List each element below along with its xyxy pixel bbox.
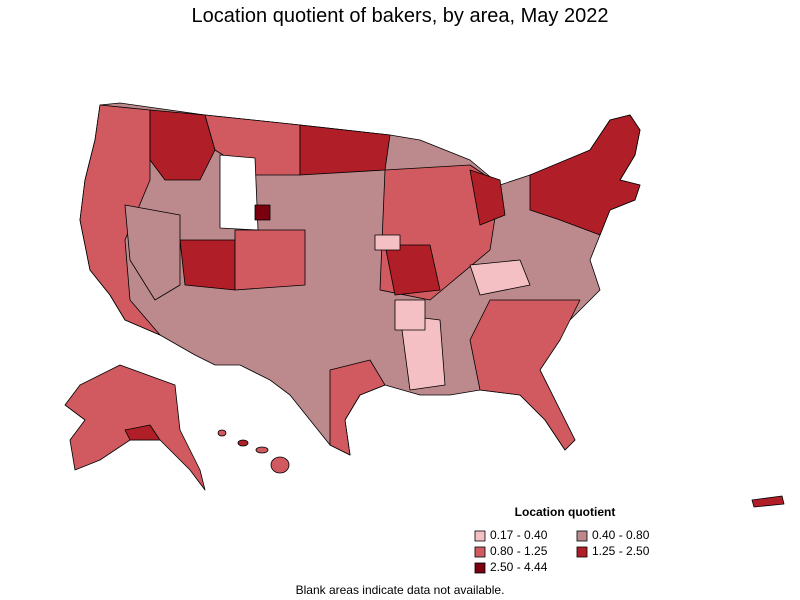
legend-swatch	[474, 546, 486, 558]
region-missouri	[384, 244, 441, 296]
region-kentucky	[469, 259, 531, 296]
legend-label: 0.40 - 0.80	[592, 528, 650, 542]
region-west-coast	[79, 104, 161, 336]
legend-title: Location quotient	[515, 505, 616, 519]
alaska	[64, 364, 206, 491]
hawaii-kauai	[217, 429, 227, 437]
hawaii-island	[270, 456, 290, 474]
legend-label: 0.17 - 0.40	[490, 528, 548, 542]
legend-label: 1.25 - 2.50	[592, 544, 650, 558]
region-utah	[179, 239, 236, 291]
region-wyoming-high	[254, 204, 271, 221]
legend-swatch	[576, 530, 588, 542]
puerto-rico	[751, 495, 785, 508]
region-mississippi	[399, 314, 446, 391]
region-northeast	[529, 114, 641, 236]
legend-label: 0.80 - 1.25	[490, 544, 548, 558]
region-montana	[204, 114, 301, 176]
region-colorado	[234, 229, 306, 291]
map-title: Location quotient of bakers, by area, Ma…	[192, 5, 609, 27]
region-arkansas-light	[394, 299, 426, 331]
footnote: Blank areas indicate data not available.	[296, 583, 505, 597]
hawaii-oahu	[237, 439, 249, 447]
region-wyoming-blank	[219, 154, 259, 231]
legend-swatch	[474, 530, 486, 542]
map	[64, 102, 785, 508]
region-michigan	[469, 169, 506, 226]
region-iowa-light	[374, 234, 401, 251]
legend-swatch	[474, 562, 486, 574]
region-dakotas	[299, 124, 391, 176]
hawaii-maui	[255, 446, 269, 454]
region-northwest	[149, 109, 216, 181]
legend-swatch	[576, 546, 588, 558]
legend: Location quotient 0.17 - 0.40 0.40 - 0.80…	[474, 505, 650, 574]
region-nevada	[124, 204, 181, 301]
alaska-southeast	[124, 424, 161, 441]
legend-label: 2.50 - 4.44	[490, 560, 548, 574]
region-texas-coast	[329, 359, 386, 456]
region-southeast	[469, 299, 581, 451]
